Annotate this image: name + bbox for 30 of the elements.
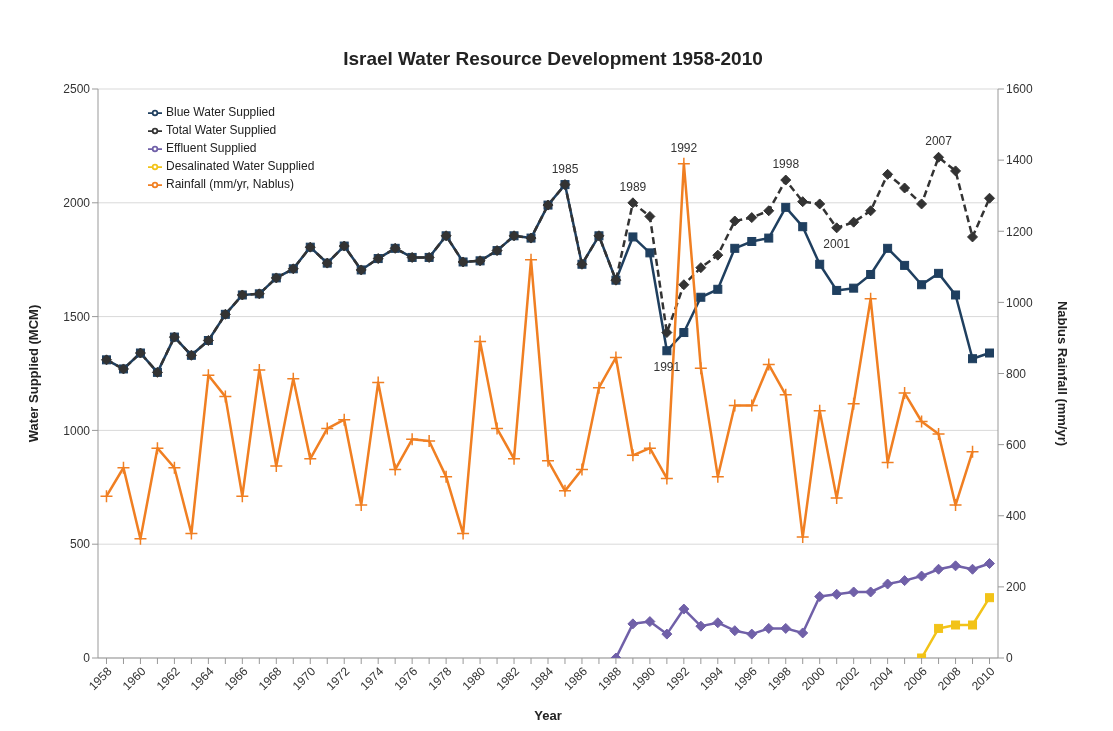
y2-tick-label: 200 (1006, 580, 1027, 595)
legend-label: Rainfall (mm/yr, Nablus) (166, 177, 295, 191)
legend-label: Total Water Supplied (166, 123, 277, 137)
legend-label: Effluent Supplied (166, 141, 257, 155)
chart-title: Israel Water Resource Development 1958-2010 (342, 47, 764, 71)
annotation: 1992 (670, 141, 698, 156)
legend-label: Desalinated Water Supplied (166, 159, 315, 173)
y2-tick-label: 1600 (1006, 82, 1034, 97)
y-tick-label: 0 (83, 651, 91, 666)
y2-tick-label: 0 (1006, 651, 1013, 666)
y2-tick-label: 1200 (1006, 224, 1034, 239)
y-tick-label: 2500 (63, 82, 91, 97)
legend-label: Blue Water Supplied (166, 105, 275, 119)
annotation: 2001 (823, 237, 851, 252)
annotation: 1985 (551, 161, 579, 176)
annotation: 1998 (772, 157, 800, 172)
annotation: 2007 (925, 134, 953, 149)
y-tick-label: 500 (69, 537, 91, 552)
y2-axis-title: Nablus Rainfall (mm/yr) (1055, 300, 1071, 447)
y-tick-label: 2000 (63, 196, 91, 211)
x-axis-title: Year (534, 708, 562, 723)
y2-tick-label: 600 (1006, 437, 1027, 452)
y2-tick-label: 1400 (1006, 153, 1034, 168)
y2-tick-label: 800 (1006, 366, 1027, 381)
y-axis-title: Water Supplied (MCM) (25, 304, 41, 443)
y-tick-label: 1500 (63, 309, 91, 324)
y-tick-label: 1000 (63, 423, 91, 438)
y2-tick-label: 400 (1006, 509, 1027, 524)
annotation: 1989 (619, 179, 647, 194)
y2-tick-label: 1000 (1006, 295, 1034, 310)
